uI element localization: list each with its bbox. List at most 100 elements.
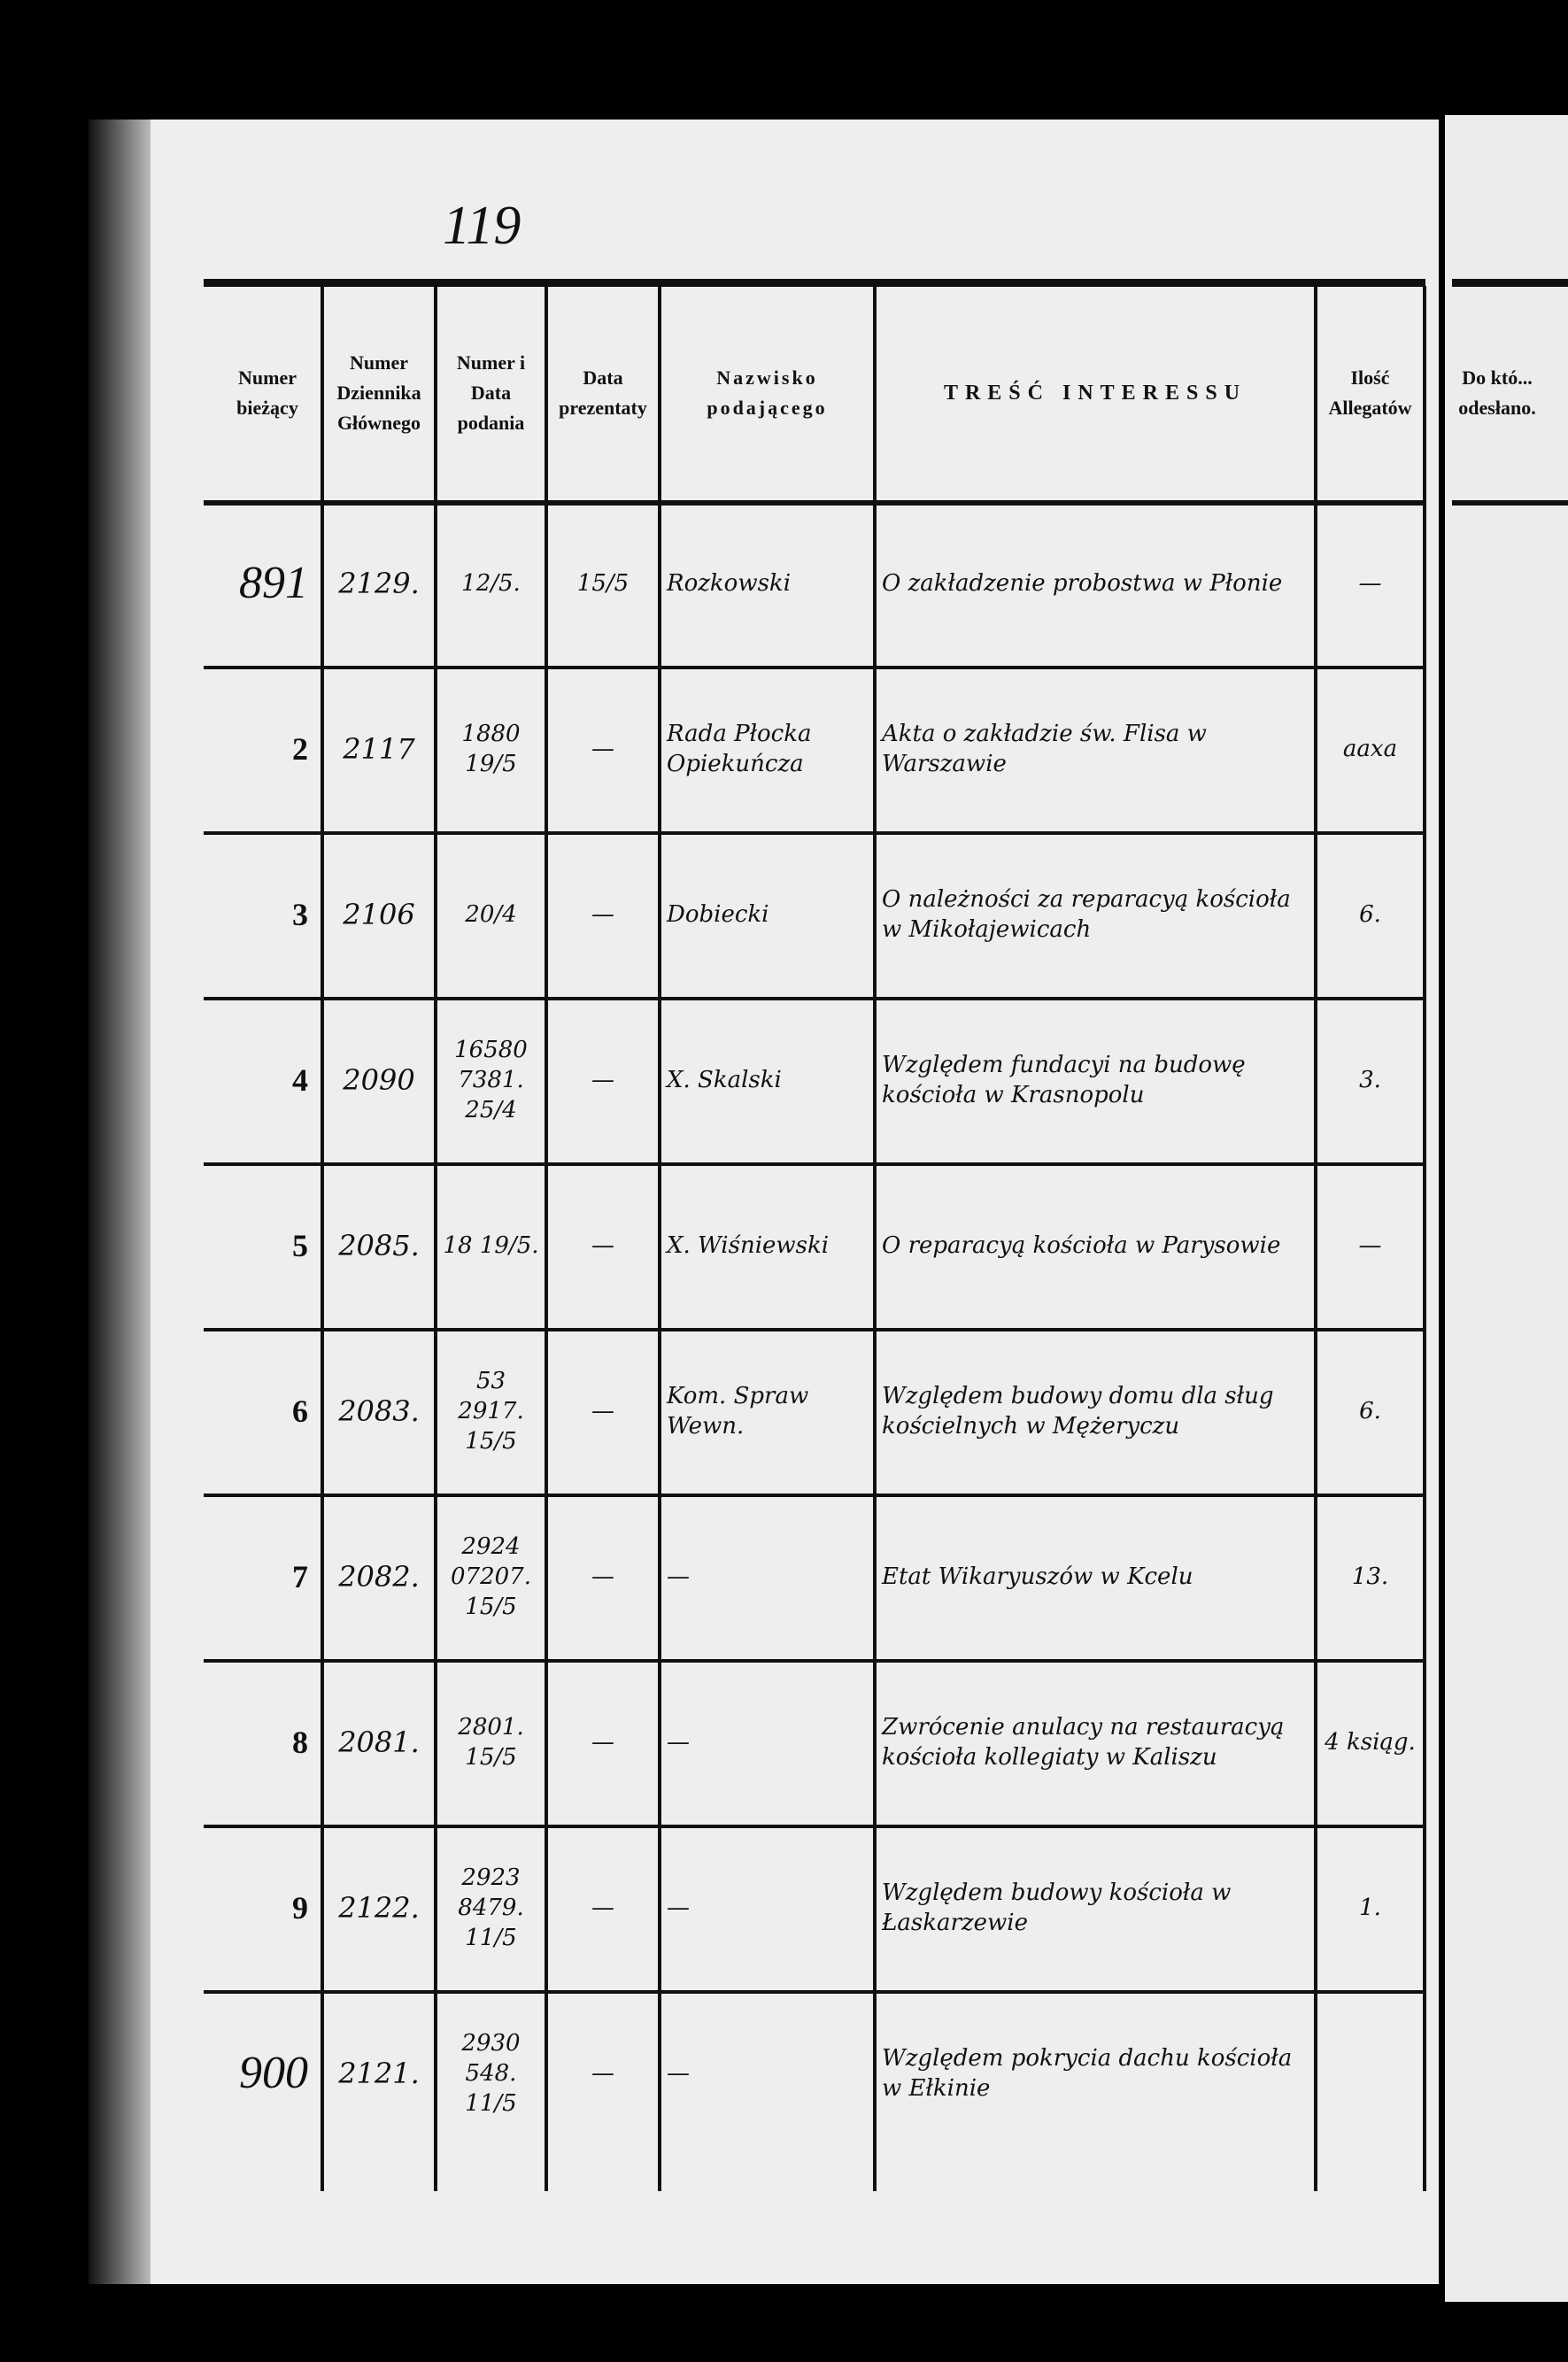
row-2-nr: 2: [292, 730, 308, 767]
row-9-nazw: —: [667, 1894, 690, 1921]
row-2-dz: 2117: [343, 731, 415, 766]
row-4-pod: 16580 7381. 25/4: [454, 1036, 528, 1123]
column-divider: [1423, 286, 1426, 2191]
row-8-pod: 2801. 15/5: [458, 1713, 524, 1771]
row-10-alleg: [1323, 1997, 1417, 2149]
column-divider: [1314, 286, 1317, 2191]
row-10-nazw: —: [667, 2059, 690, 2087]
column-divider: [545, 286, 548, 2191]
row-1-pod: 12/5.: [461, 569, 521, 597]
column-divider: [873, 286, 877, 2191]
row-5-dz: 2085.: [338, 1228, 420, 1262]
row-9-tresc: Względem budowy kościoła w Łaskarzewie: [882, 1879, 1232, 1936]
row-7-dz: 2082.: [338, 1559, 420, 1594]
row-4-nazw: X. Skalski: [667, 1066, 782, 1093]
header-0: Numer bieżący: [236, 367, 298, 419]
row-9-pod: 2923 8479. 11/5: [458, 1864, 524, 1951]
row-6-pod: 53 2917. 15/5: [458, 1367, 524, 1455]
row-rule: [204, 1328, 1425, 1332]
row-4-dz: 2090: [343, 1062, 415, 1097]
row-6-nazw: Kom. Spraw Wewn.: [667, 1382, 809, 1440]
header-bottom-rule: [204, 500, 1425, 506]
row-1-prez: 15/5: [576, 569, 630, 597]
row-9-dz: 2122.: [338, 1890, 420, 1925]
row-6-nr: 6: [292, 1393, 308, 1429]
row-8-nazw: —: [667, 1728, 690, 1756]
row-1-dz: 2129.: [338, 566, 420, 600]
header-bottom-rule-right: [1452, 500, 1568, 506]
row-6-tresc: Względem budowy domu dla sług kościelnyc…: [882, 1382, 1274, 1440]
row-5-pod: 18 19/5.: [443, 1231, 539, 1259]
row-1-nr: 891: [239, 558, 308, 608]
row-7-prez: —: [591, 1563, 614, 1590]
header-top-rule: [204, 279, 1425, 287]
row-2-prez: —: [591, 735, 614, 762]
row-4-prez: —: [591, 1066, 614, 1093]
row-3-alleg: 6.: [1359, 900, 1381, 928]
row-rule: [204, 666, 1425, 669]
row-10-prez: —: [591, 2059, 614, 2087]
row-3-tresc: O należności za reparacyą kościoła w Mik…: [882, 885, 1291, 943]
row-4-nr: 4: [292, 1061, 308, 1098]
row-rule: [204, 1494, 1425, 1497]
row-3-prez: —: [591, 900, 614, 928]
header-7: Do któ... odesłano.: [1458, 367, 1536, 419]
row-rule: [204, 1659, 1425, 1663]
row-6-dz: 2083.: [338, 1393, 420, 1428]
row-5-nr: 5: [292, 1227, 308, 1263]
row-8-alleg: 4 ksiąg.: [1325, 1728, 1416, 1756]
column-divider: [434, 286, 437, 2191]
row-1-nazw: Rozkowski: [667, 569, 792, 597]
row-5-prez: —: [591, 1231, 614, 1259]
row-5-tresc: O reparacyą kościoła w Parysowie: [882, 1231, 1281, 1259]
row-10-nr: 900: [239, 2048, 308, 2098]
row-2-alleg: aaxa: [1342, 735, 1398, 762]
row-rule: [204, 997, 1425, 1000]
header-4: Nazwisko podającego: [707, 367, 828, 419]
header-6: Ilość Allegatów: [1328, 367, 1412, 419]
row-6-prez: —: [591, 1397, 614, 1424]
row-3-dz: 2106: [343, 897, 415, 931]
row-7-alleg: 13.: [1351, 1563, 1389, 1590]
row-1-tresc: O zakładzenie probostwa w Płonie: [882, 569, 1283, 597]
row-1-alleg: —: [1358, 569, 1382, 597]
row-10-tresc: Względem pokrycia dachu kościoła w Ełkin…: [882, 2044, 1293, 2102]
row-8-tresc: Zwrócenie anulacy na restauracyą kościoł…: [882, 1713, 1285, 1771]
row-7-tresc: Etat Wikaryuszów w Kcelu: [882, 1563, 1193, 1590]
row-8-nr: 8: [292, 1724, 308, 1760]
header-5: TREŚĆ INTERESSU: [943, 382, 1247, 405]
row-10-pod: 2930 548. 11/5: [461, 2029, 521, 2117]
column-divider: [321, 286, 324, 2191]
row-9-prez: —: [591, 1894, 614, 1921]
book-spine-edge: [89, 120, 151, 2284]
row-3-pod: 20/4: [465, 900, 517, 928]
row-2-nazw: Rada Płocka Opiekuńcza: [667, 720, 812, 777]
row-4-alleg: 3.: [1359, 1066, 1381, 1093]
row-rule: [204, 1162, 1425, 1166]
row-8-prez: —: [591, 1728, 614, 1756]
row-5-alleg: —: [1358, 1231, 1382, 1259]
page-number: 119: [443, 196, 521, 256]
row-4-tresc: Względem fundacyi na budowę kościoła w K…: [882, 1051, 1246, 1108]
row-9-alleg: 1.: [1359, 1894, 1381, 1921]
row-2-tresc: Akta o zakładzie św. Flisa w Warszawie: [882, 720, 1207, 777]
row-rule: [204, 1825, 1425, 1828]
row-rule: [204, 1990, 1425, 1994]
row-10-dz: 2121.: [338, 2056, 420, 2090]
column-divider: [658, 286, 661, 2191]
row-2-pod: 1880 19/5: [461, 720, 521, 777]
row-3-nr: 3: [292, 896, 308, 932]
next-page-strip: [1445, 115, 1568, 2302]
row-6-alleg: 6.: [1359, 1397, 1381, 1424]
row-7-nr: 7: [292, 1558, 308, 1594]
row-rule: [204, 831, 1425, 835]
row-5-nazw: X. Wiśniewski: [667, 1231, 830, 1259]
row-9-nr: 9: [292, 1889, 308, 1926]
row-7-pod: 2924 07207. 15/5: [451, 1532, 531, 1620]
header-2: Numer i Data podania: [456, 351, 526, 434]
header-1: Numer Dziennika Głównego: [336, 351, 421, 434]
header-3: Data prezentaty: [559, 367, 647, 419]
row-8-dz: 2081.: [338, 1725, 420, 1759]
header-top-rule-right: [1452, 279, 1568, 287]
register-page: [89, 120, 1439, 2284]
